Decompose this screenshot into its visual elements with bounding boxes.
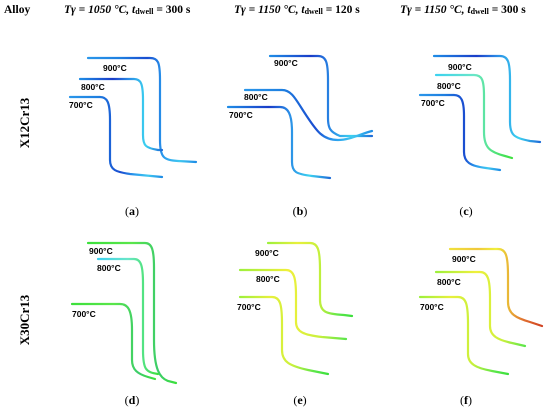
curve-label-c-700: 700°C	[421, 98, 445, 108]
curve-a-900	[86, 56, 198, 164]
curve-label-c-900: 900°C	[448, 62, 472, 72]
panel-a: 900°C 800°C 700°C	[68, 56, 198, 179]
curve-d-800	[96, 257, 160, 376]
column-header-1-tgamma: Tγ = 1050 °C,	[64, 4, 130, 16]
column-header-1-dwell-sub: dwell	[135, 7, 154, 16]
panel-e: 900°C 800°C 700°C	[237, 241, 354, 376]
curve-label-f-900: 900°C	[452, 254, 476, 264]
column-header-2-dwell-value: = 120 s	[325, 4, 360, 16]
curve-label-a-800: 800°C	[81, 82, 105, 92]
column-header-3-dwell-value: = 300 s	[491, 4, 526, 16]
column-header-1-dwell-value: = 300 s	[156, 4, 191, 16]
curve-label-b-900: 900°C	[274, 58, 298, 68]
curve-label-f-700: 700°C	[420, 302, 444, 312]
curve-label-a-700: 700°C	[69, 100, 93, 110]
column-header-2-dwell-prefix: t	[301, 4, 305, 16]
curve-c-900	[432, 54, 542, 144]
curve-label-d-700: 700°C	[72, 309, 96, 319]
panel-b: 900°C 800°C 700°C	[226, 54, 374, 180]
curve-label-e-800: 800°C	[256, 274, 280, 284]
column-header-3-tgamma: Tγ = 1150 °C,	[400, 4, 465, 16]
column-header-3: Tγ = 1150 °C, tdwell = 300 s	[400, 4, 526, 16]
column-header-2-tgamma: Tγ = 1150 °C,	[234, 4, 299, 16]
curve-e-900	[266, 241, 354, 318]
curve-label-a-900: 900°C	[103, 63, 127, 73]
panel-label-c: (c)	[459, 204, 473, 218]
curve-f-700	[418, 295, 510, 376]
curve-label-e-700: 700°C	[237, 302, 261, 312]
curve-d-700	[70, 302, 157, 381]
curve-e-700	[238, 295, 330, 376]
curve-b-700	[226, 105, 332, 180]
column-header-2: Tγ = 1150 °C, tdwell = 120 s	[234, 4, 360, 16]
column-header-2-dwell-sub: dwell	[304, 7, 323, 16]
panel-d: 900°C 800°C 700°C	[70, 241, 178, 385]
curve-d-900	[86, 241, 178, 385]
alloy-header: Alloy	[4, 4, 31, 16]
curve-f-800	[434, 270, 527, 348]
column-header-3-dwell-prefix: t	[467, 4, 471, 16]
panel-label-a: (a)	[125, 204, 139, 218]
curve-label-c-800: 800°C	[437, 81, 461, 91]
panel-label-d: (d)	[124, 393, 140, 407]
curve-c-800	[434, 73, 514, 160]
panel-f: 900°C 800°C 700°C	[418, 247, 544, 376]
curve-label-e-900: 900°C	[255, 248, 279, 258]
curve-label-d-900: 900°C	[89, 246, 113, 256]
curve-label-b-800: 800°C	[244, 92, 268, 102]
column-header-1: Tγ = 1050 °C, tdwell = 300 s	[64, 4, 190, 16]
curve-label-f-800: 800°C	[437, 277, 461, 287]
panel-label-f: (f)	[460, 393, 472, 407]
curve-a-700	[68, 95, 164, 179]
panel-label-e: (e)	[293, 393, 307, 407]
curve-c-700	[418, 93, 502, 172]
curve-label-b-700: 700°C	[229, 110, 253, 120]
curve-a-800	[78, 77, 164, 152]
column-header-1-dwell-prefix: t	[132, 4, 136, 16]
curve-f-900	[448, 247, 544, 328]
curve-label-d-800: 800°C	[97, 263, 121, 273]
panel-label-b: (b)	[292, 204, 308, 218]
curve-b-900	[268, 54, 374, 138]
curve-b-800	[243, 88, 374, 142]
panel-c: 900°C 800°C 700°C	[418, 54, 542, 172]
column-header-3-dwell-sub: dwell	[470, 7, 489, 16]
curve-e-800	[238, 268, 348, 341]
